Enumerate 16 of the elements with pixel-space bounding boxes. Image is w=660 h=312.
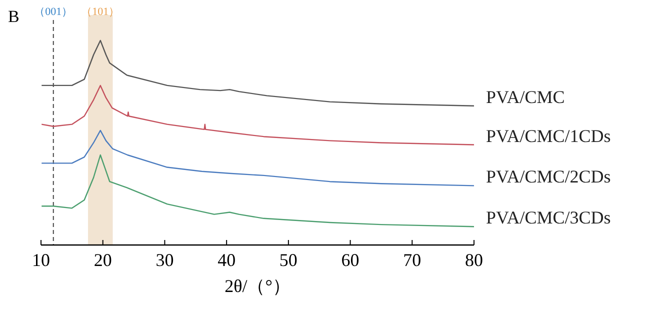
x-tick-label: 10 [32, 250, 50, 270]
x-tick-label: 80 [465, 250, 483, 270]
chart-title: B [8, 7, 20, 26]
x-tick-label: 40 [218, 250, 236, 270]
band-label: （101） [81, 6, 120, 18]
series-label: PVA/CMC/1CDs [486, 126, 611, 146]
x-tick-label: 30 [156, 250, 174, 270]
x-tick-label: 70 [403, 250, 422, 270]
ref-line-label: （001） [34, 6, 73, 18]
x-tick-label: 20 [94, 250, 112, 270]
series-label: PVA/CMC/3CDs [486, 208, 611, 228]
series-label: PVA/CMC/2CDs [486, 166, 611, 187]
series-label: PVA/CMC [486, 86, 565, 107]
x-tick-label: 50 [279, 250, 298, 270]
x-axis-title: 2θ/（°） [224, 276, 290, 296]
x-tick-label: 60 [341, 250, 360, 270]
